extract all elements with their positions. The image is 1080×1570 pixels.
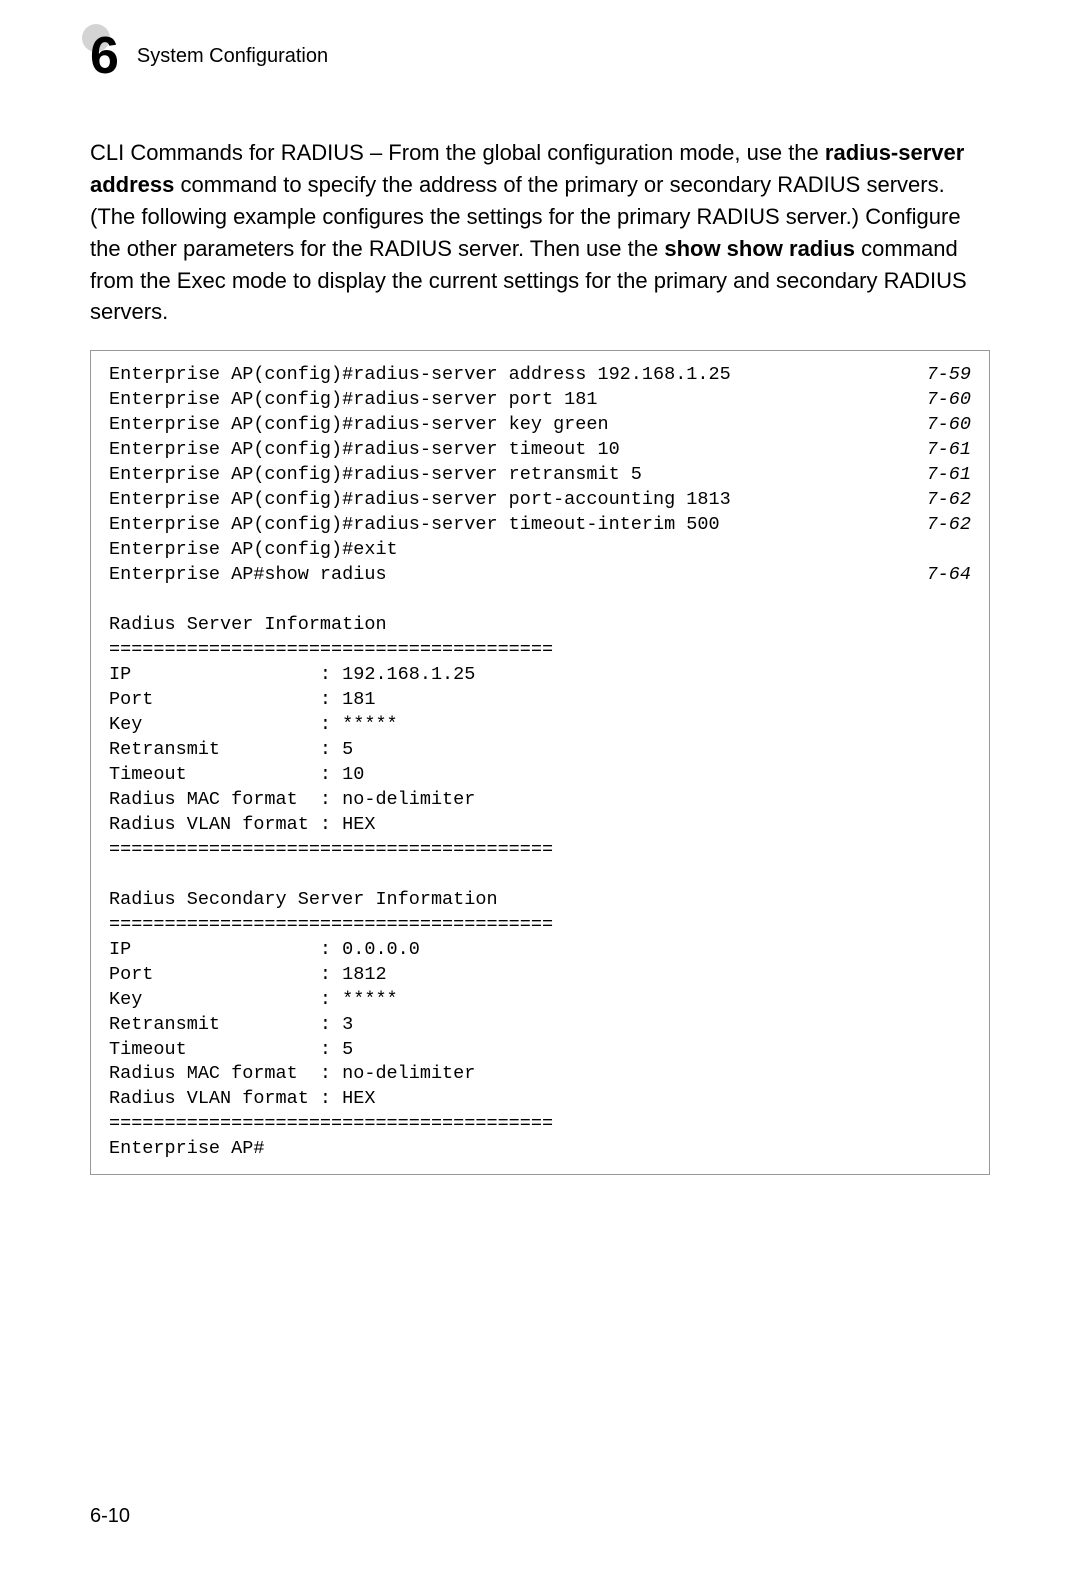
terminal-output-line: Key : ***** — [109, 988, 971, 1013]
terminal-output-line: Radius Server Information — [109, 613, 971, 638]
terminal-command: Enterprise AP(config)#radius-server port… — [109, 488, 731, 513]
terminal-page-ref: 7-62 — [927, 513, 971, 538]
terminal-output-line: ======================================== — [109, 1112, 971, 1137]
terminal-command: Enterprise AP(config)#radius-server time… — [109, 438, 620, 463]
terminal-command-row: Enterprise AP(config)#radius-server time… — [109, 513, 971, 538]
page-header: 6 System Configuration — [90, 30, 990, 82]
terminal-command: Enterprise AP(config)#radius-server retr… — [109, 463, 642, 488]
terminal-output-line: Port : 1812 — [109, 963, 971, 988]
terminal-output-line: ======================================== — [109, 638, 971, 663]
terminal-output-line — [109, 588, 971, 613]
terminal-command: Enterprise AP(config)#radius-server key … — [109, 413, 609, 438]
terminal-output-line: IP : 192.168.1.25 — [109, 663, 971, 688]
terminal-page-ref: 7-60 — [927, 413, 971, 438]
terminal-output-line: Radius MAC format : no-delimiter — [109, 1062, 971, 1087]
terminal-output-line: Radius VLAN format : HEX — [109, 1087, 971, 1112]
terminal-command: Enterprise AP(config)#radius-server time… — [109, 513, 720, 538]
terminal-command: Enterprise AP(config)#radius-server port… — [109, 388, 597, 413]
page-number: 6-10 — [90, 1505, 130, 1528]
terminal-command-row: Enterprise AP(config)#radius-server time… — [109, 438, 971, 463]
terminal-output-line: Radius Secondary Server Information — [109, 888, 971, 913]
terminal-page-ref: 7-64 — [927, 563, 971, 588]
terminal-command: Enterprise AP(config)#radius-server addr… — [109, 363, 731, 388]
chapter-number: 6 — [90, 30, 119, 82]
terminal-output-line: Retransmit : 3 — [109, 1013, 971, 1038]
terminal-command-row: Enterprise AP(config)#radius-server key … — [109, 413, 971, 438]
terminal-command-row: Enterprise AP(config)#exit — [109, 538, 971, 563]
terminal-output-line: Timeout : 10 — [109, 763, 971, 788]
terminal-output-line: ======================================== — [109, 838, 971, 863]
terminal-command-row: Enterprise AP(config)#radius-server retr… — [109, 463, 971, 488]
terminal-output-line: Radius VLAN format : HEX — [109, 813, 971, 838]
terminal-output-line: Key : ***** — [109, 713, 971, 738]
body-paragraph: CLI Commands for RADIUS – From the globa… — [90, 137, 990, 328]
intro-bold-2: show show radius — [664, 236, 855, 261]
terminal-output-box: Enterprise AP(config)#radius-server addr… — [90, 350, 990, 1175]
terminal-page-ref: 7-62 — [927, 488, 971, 513]
terminal-command-row: Enterprise AP(config)#radius-server port… — [109, 488, 971, 513]
terminal-output-line — [109, 863, 971, 888]
terminal-page-ref: 7-60 — [927, 388, 971, 413]
intro-text-1: CLI Commands for RADIUS – From the globa… — [90, 140, 825, 165]
terminal-output-line: Enterprise AP# — [109, 1137, 971, 1162]
terminal-command-row: Enterprise AP(config)#radius-server port… — [109, 388, 971, 413]
terminal-command: Enterprise AP#show radius — [109, 563, 387, 588]
terminal-output-line: Port : 181 — [109, 688, 971, 713]
terminal-page-ref: 7-61 — [927, 438, 971, 463]
terminal-command-row: Enterprise AP(config)#radius-server addr… — [109, 363, 971, 388]
terminal-output-line: Radius MAC format : no-delimiter — [109, 788, 971, 813]
terminal-command-row: Enterprise AP#show radius 7-64 — [109, 563, 971, 588]
terminal-output-line: Timeout : 5 — [109, 1038, 971, 1063]
terminal-output-line: IP : 0.0.0.0 — [109, 938, 971, 963]
terminal-output-line: Retransmit : 5 — [109, 738, 971, 763]
header-title: System Configuration — [137, 45, 328, 68]
terminal-page-ref: 7-59 — [927, 363, 971, 388]
terminal-page-ref: 7-61 — [927, 463, 971, 488]
terminal-output-line: ======================================== — [109, 913, 971, 938]
